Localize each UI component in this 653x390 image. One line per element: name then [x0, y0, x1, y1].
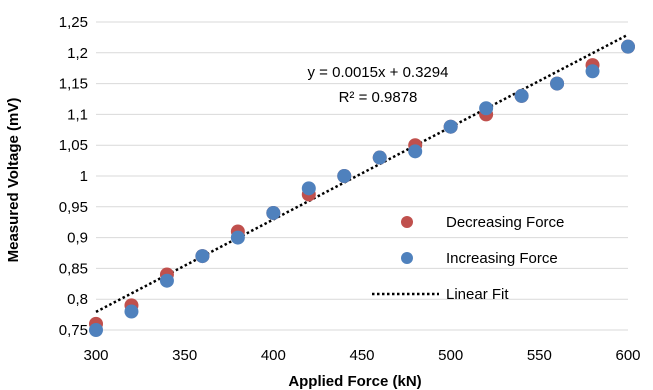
y-tick-label: 0,8	[67, 291, 88, 308]
x-tick-label: 500	[438, 347, 463, 364]
legend-label-decreasing: Decreasing Force	[446, 214, 564, 231]
y-tick-label: 0,85	[59, 260, 88, 277]
y-tick-label: 0,75	[59, 322, 88, 339]
point-increasing	[301, 181, 316, 196]
trendline-equation: y = 0.0015x + 0.3294	[308, 64, 449, 81]
y-tick-label: 0,95	[59, 199, 88, 216]
point-increasing	[408, 144, 423, 159]
point-increasing	[124, 304, 139, 319]
y-tick-label: 1,05	[59, 137, 88, 154]
x-tick-label: 600	[615, 347, 640, 364]
y-tick-label: 1,1	[67, 106, 88, 123]
x-tick-label: 300	[83, 347, 108, 364]
x-axis-title: Applied Force (kN)	[288, 373, 421, 390]
point-increasing	[479, 101, 494, 116]
point-increasing	[514, 88, 529, 103]
legend-label-fit: Linear Fit	[446, 286, 509, 303]
x-axis-ticks: 300 350 400 450 500 550 600	[83, 347, 640, 364]
data-points	[89, 39, 635, 337]
point-increasing	[585, 64, 600, 79]
legend-marker-decreasing	[401, 216, 413, 228]
point-increasing	[621, 39, 635, 54]
point-increasing	[372, 150, 387, 165]
x-tick-label: 450	[349, 347, 374, 364]
point-increasing	[195, 249, 210, 264]
point-increasing	[89, 323, 103, 337]
y-axis-ticks: 0,75 0,8 0,85 0,9 0,95 1 1,05 1,1 1,15 1,2 1,25	[59, 14, 88, 339]
point-increasing	[230, 230, 245, 245]
point-increasing	[266, 205, 281, 220]
trendline-r-squared: R² = 0.9878	[339, 89, 418, 106]
point-increasing	[550, 76, 565, 91]
x-tick-label: 350	[172, 347, 197, 364]
y-tick-label: 1,15	[59, 76, 88, 93]
x-tick-label: 550	[527, 347, 552, 364]
point-increasing	[337, 169, 352, 183]
point-increasing	[159, 273, 174, 288]
legend-label-increasing: Increasing Force	[446, 250, 558, 267]
legend-marker-increasing	[401, 252, 413, 264]
y-tick-label: 1,2	[67, 45, 88, 62]
point-increasing	[443, 119, 458, 134]
y-axis-title: Measured Voltage (mV)	[5, 98, 22, 263]
gridlines	[96, 21, 628, 331]
y-tick-label: 1,25	[59, 14, 88, 31]
y-tick-label: 0,9	[67, 230, 88, 247]
y-tick-label: 1	[80, 168, 88, 185]
x-tick-label: 400	[261, 347, 286, 364]
legend: Decreasing Force Increasing Force Linear…	[372, 214, 564, 303]
